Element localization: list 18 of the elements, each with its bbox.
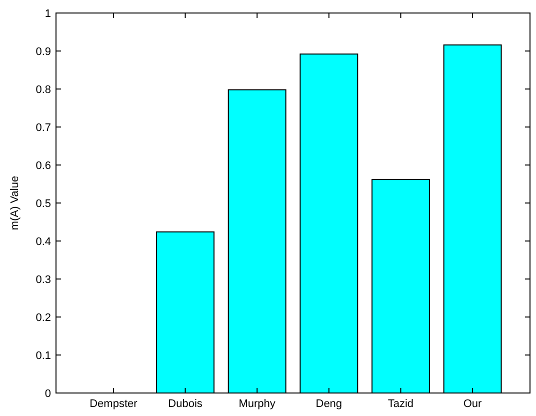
x-tick-label: Our bbox=[463, 398, 482, 410]
y-tick-label: 0.6 bbox=[36, 160, 51, 172]
y-tick-label: 0.1 bbox=[36, 350, 51, 362]
x-tick-label: Dempster bbox=[90, 398, 138, 410]
y-tick-label: 0.4 bbox=[36, 236, 51, 248]
y-tick-label: 0.9 bbox=[36, 46, 51, 58]
y-tick-label: 0.8 bbox=[36, 84, 51, 96]
y-tick-label: 0.7 bbox=[36, 122, 51, 134]
y-tick-label: 0 bbox=[44, 388, 51, 400]
x-tick-label: Deng bbox=[316, 398, 342, 410]
x-tick-label: Murphy bbox=[238, 398, 276, 410]
y-tick-label: 0.5 bbox=[36, 198, 51, 210]
y-tick-label: 0.3 bbox=[36, 274, 51, 286]
y-axis-title: m(A) Value bbox=[9, 176, 21, 230]
x-tick-label: Tazid bbox=[388, 398, 414, 410]
y-tick-label: 1 bbox=[44, 8, 51, 20]
y-tick-label: 0.2 bbox=[36, 312, 51, 324]
x-tick-label: Dubois bbox=[168, 398, 203, 410]
